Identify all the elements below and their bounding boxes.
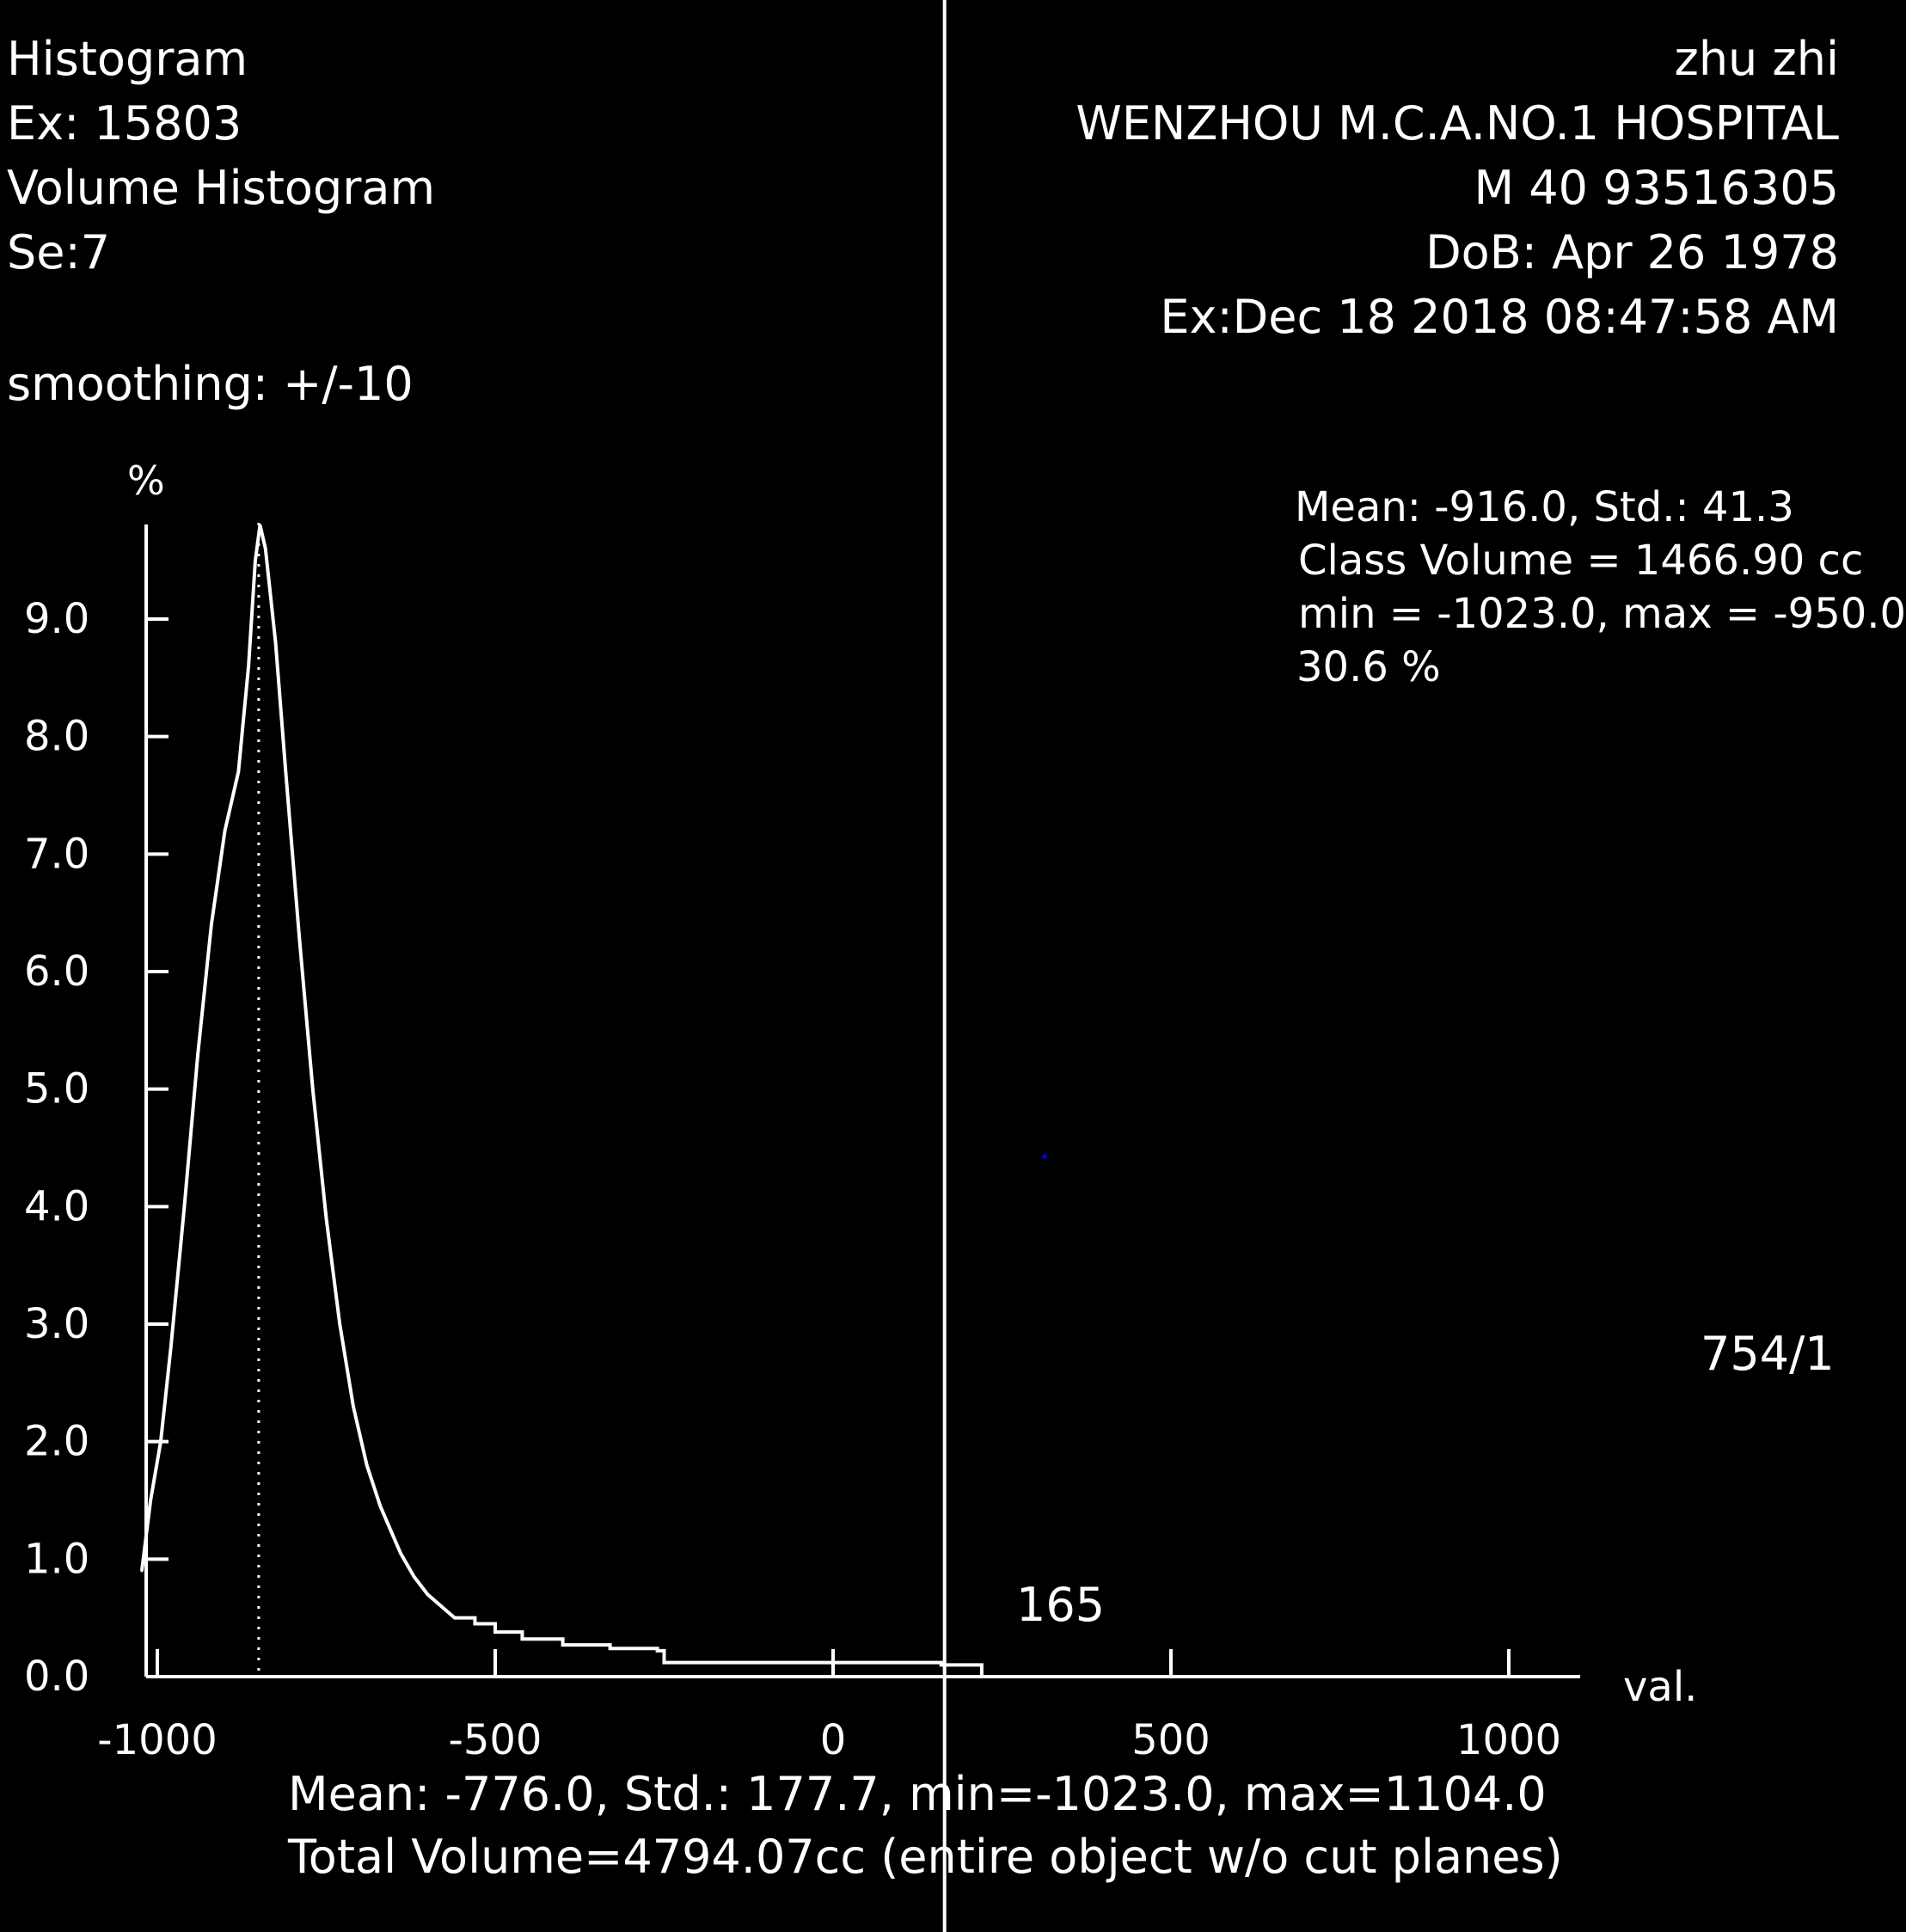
histogram-point (798, 1661, 801, 1665)
histogram-point (413, 1575, 416, 1579)
histogram-point (325, 1217, 328, 1220)
exam-date: Ex:Dec 18 2018 08:47:58 AM (1160, 290, 1839, 344)
total-volume: Total Volume=4794.07cc (entire object w/… (288, 1830, 1563, 1884)
histogram-point (258, 524, 261, 527)
mode-label: Histogram (7, 32, 248, 86)
histogram-point (365, 1463, 369, 1467)
y-tick-label: 7.0 (24, 830, 89, 878)
histogram-point (453, 1616, 457, 1620)
histogram-point (264, 547, 267, 550)
institution-name: WENZHOU M.C.A.NO.1 HOSPITAL (1076, 96, 1839, 150)
y-tick-label: 2.0 (24, 1418, 89, 1466)
y-tick-label: 4.0 (24, 1182, 89, 1230)
y-tick-label: 8.0 (24, 713, 89, 761)
histogram-point (663, 1661, 665, 1665)
histogram-point (236, 770, 240, 774)
histogram-point (210, 923, 213, 926)
y-tick-label: 3.0 (24, 1300, 89, 1348)
overall-stats: Mean: -776.0, Std.: 177.7, min=-1023.0, … (288, 1767, 1547, 1821)
histogram-point (159, 1440, 162, 1444)
histogram-point (311, 1088, 315, 1091)
cursor-value-label: 165 (1016, 1578, 1106, 1632)
histogram-point (980, 1675, 984, 1678)
x-tick-label: 1000 (1456, 1716, 1561, 1764)
y-tick-label: 5.0 (24, 1065, 89, 1113)
histogram-point (338, 1322, 341, 1326)
histogram-line (139, 524, 984, 1677)
view-title: Volume Histogram (7, 161, 436, 215)
series-number: Se:7 (7, 225, 111, 279)
histogram-point (399, 1552, 402, 1555)
histogram-point (149, 1499, 152, 1502)
histogram-point (940, 1663, 943, 1666)
y-axis-label: % (127, 457, 165, 504)
y-tick-label: 6.0 (24, 948, 89, 996)
class-min-max: min = -1023.0, max = -950.0 (1298, 590, 1906, 638)
histogram-point (609, 1647, 612, 1650)
histogram-point (254, 559, 257, 562)
histogram-point (182, 1205, 186, 1208)
exam-number: Ex: 15803 (7, 96, 242, 150)
histogram-point (352, 1405, 355, 1408)
date-of-birth: DoB: Apr 26 1978 (1425, 225, 1839, 279)
patient-name: zhu zhi (1674, 32, 1839, 86)
histogram-point (520, 1637, 524, 1641)
x-tick-label: -1000 (97, 1716, 217, 1764)
histogram-point (730, 1661, 733, 1665)
histogram-point (378, 1505, 382, 1508)
frame-counter: 754/1 (1701, 1327, 1835, 1381)
histogram-point (389, 1528, 392, 1531)
histogram-point (439, 1604, 443, 1608)
histogram-point (656, 1649, 659, 1653)
histogram-point (966, 1663, 970, 1666)
histogram-point (224, 829, 227, 832)
histogram-point (284, 770, 287, 774)
y-tick-label: 9.0 (24, 595, 89, 643)
x-tick-label: -500 (449, 1716, 542, 1764)
histogram-point (247, 665, 250, 668)
histogram-point (140, 1569, 144, 1573)
y-tick-label: 0.0 (24, 1653, 89, 1701)
y-tick-label: 1.0 (24, 1535, 89, 1583)
class-percent: 30.6 % (1296, 643, 1441, 691)
class-volume: Class Volume = 1466.90 cc (1298, 537, 1864, 585)
histogram-point (169, 1346, 173, 1349)
x-tick-label: 500 (1131, 1716, 1210, 1764)
histogram-point (493, 1630, 497, 1634)
histogram-point (196, 1052, 199, 1056)
marker-dot (1042, 1154, 1047, 1159)
x-axis-label: val. (1623, 1663, 1697, 1711)
x-tick-label: 0 (820, 1716, 847, 1764)
class-mean-std: Mean: -916.0, Std.: 41.3 (1295, 483, 1794, 531)
histogram-point (561, 1643, 565, 1647)
histogram-point (297, 935, 301, 938)
smoothing-label: smoothing: +/-10 (7, 357, 414, 411)
histogram-point (426, 1592, 429, 1596)
histogram-point (274, 641, 278, 644)
histogram-point (831, 1661, 835, 1665)
histogram-point (473, 1622, 476, 1625)
patient-id: M 40 93516305 (1474, 161, 1840, 215)
histogram-point (899, 1661, 903, 1665)
